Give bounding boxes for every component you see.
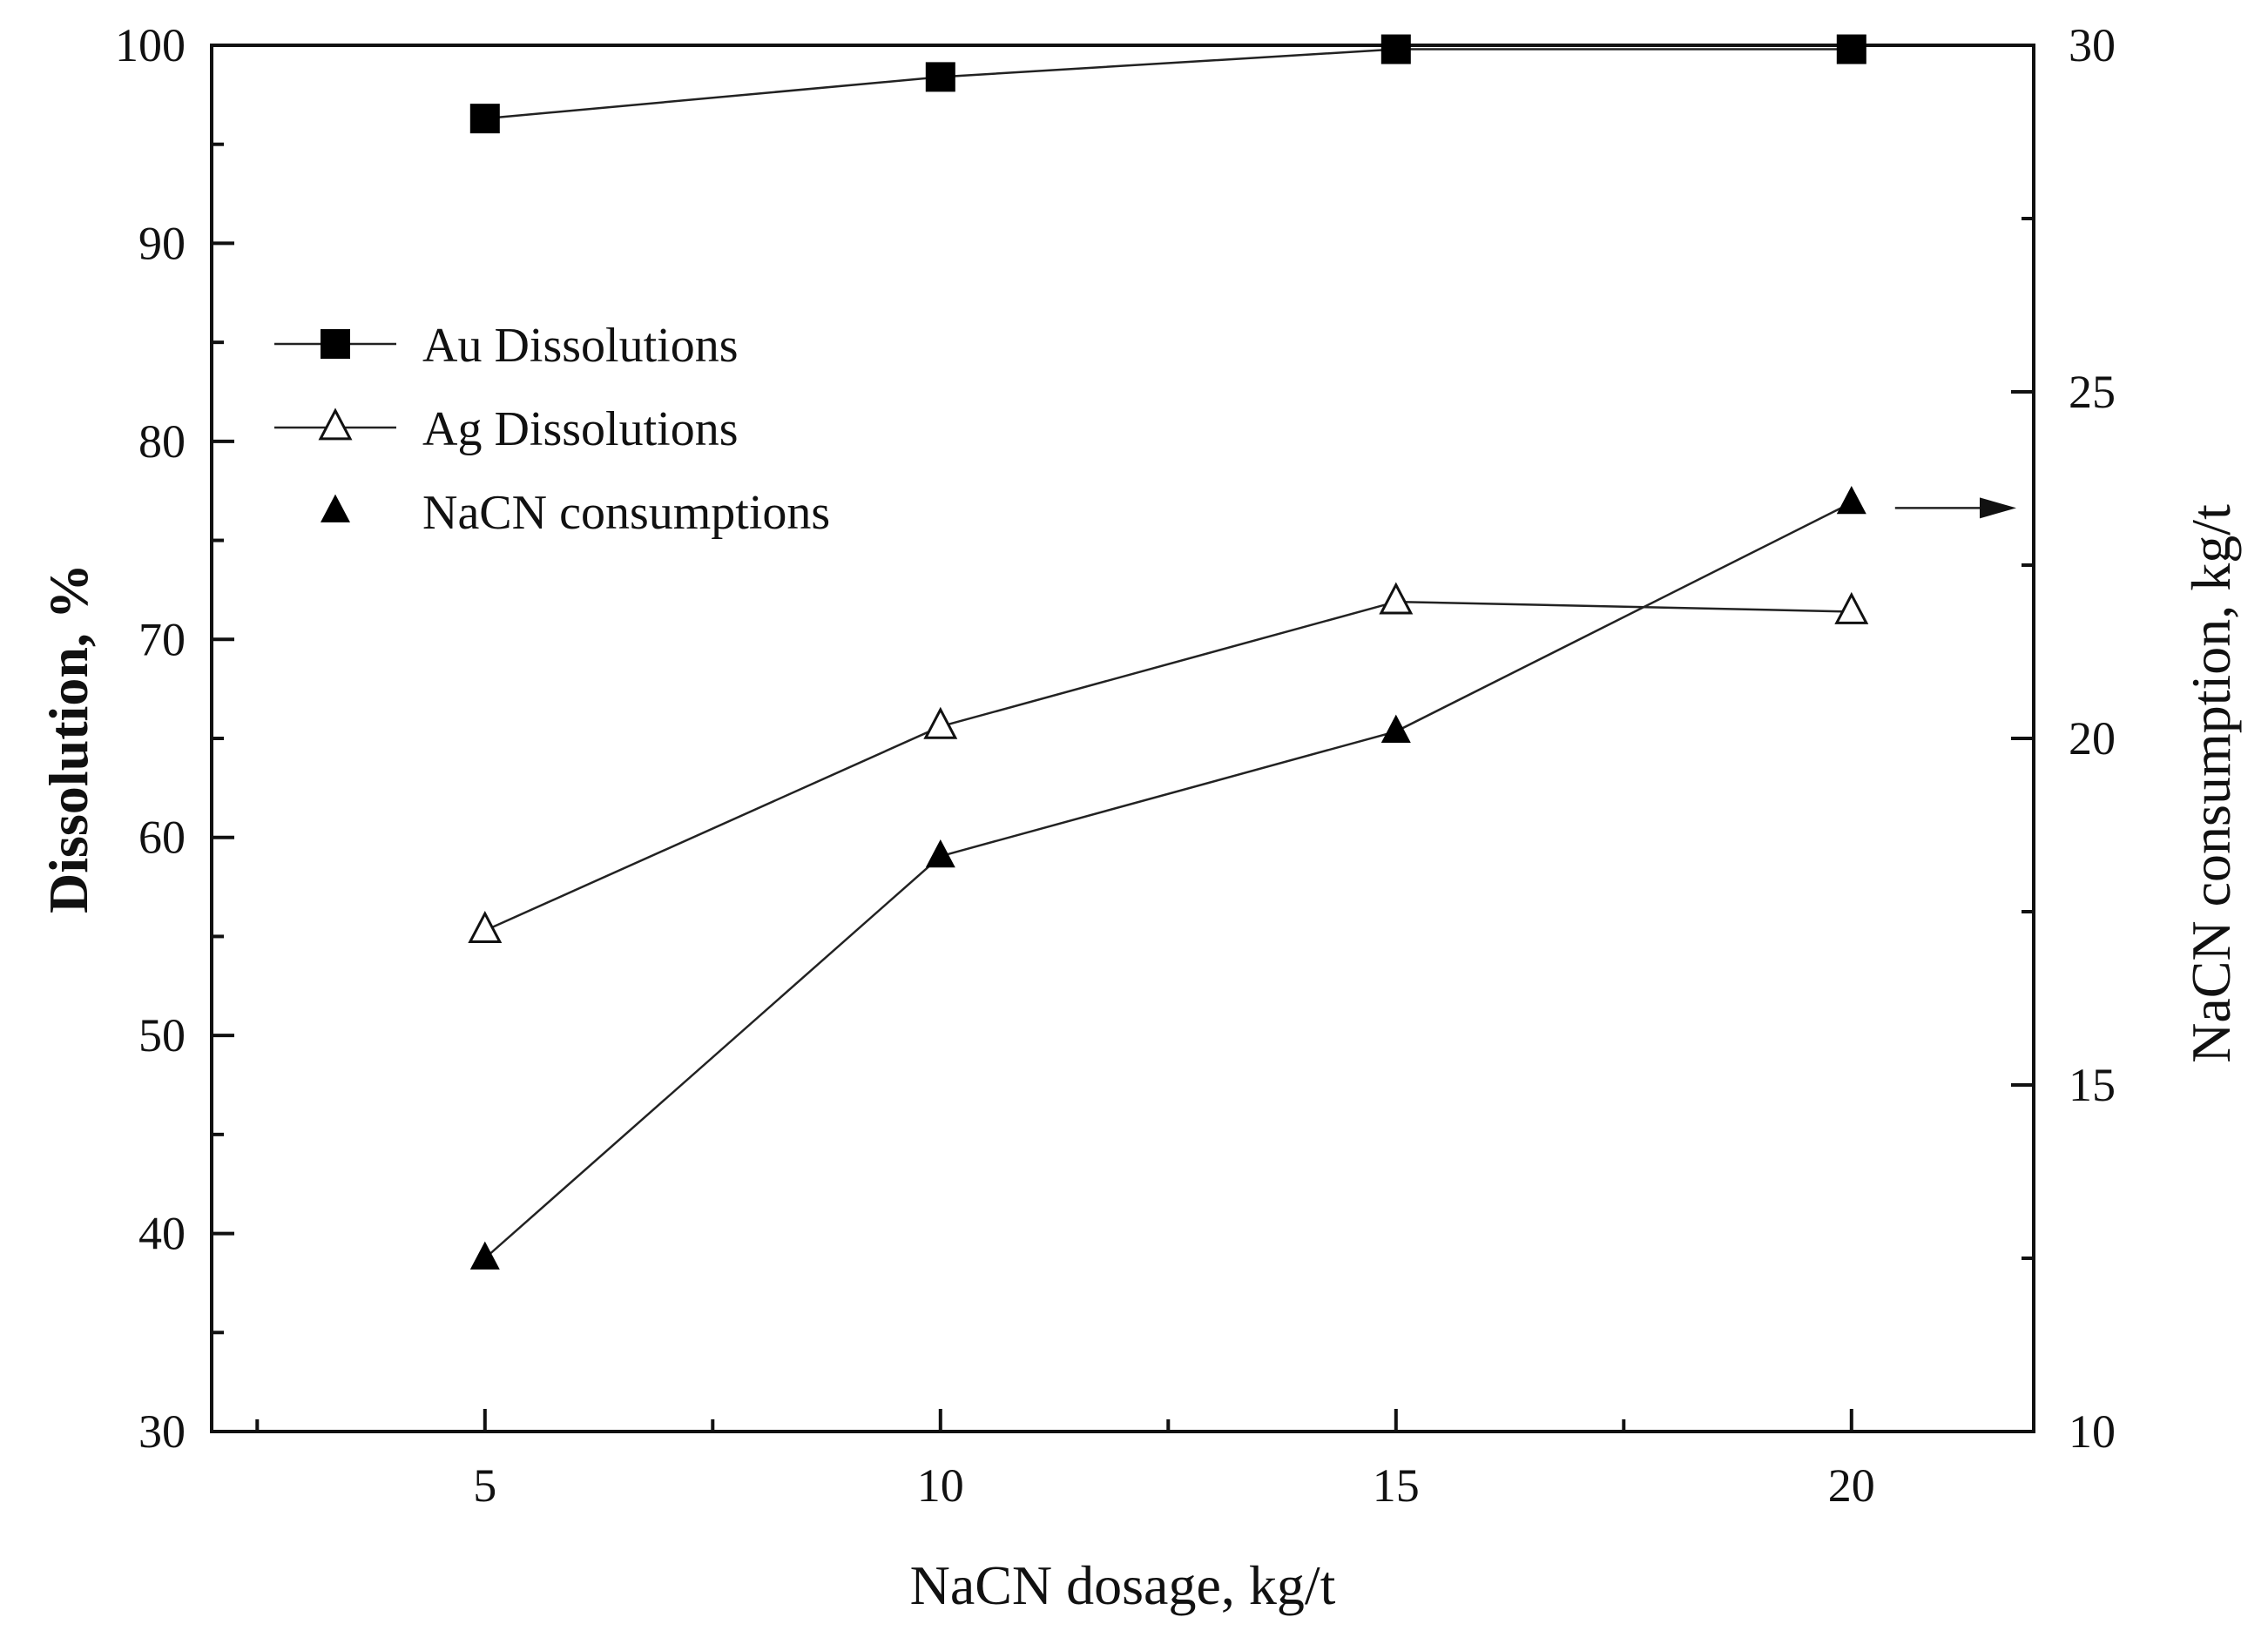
nacn-consumptionsline bbox=[483, 502, 1853, 1259]
x-axis-title: NaCN dosage, kg/t bbox=[910, 1554, 1336, 1616]
right-y-axis-title: NaCN consumption, kg/t bbox=[2180, 504, 2242, 1063]
y-tick-label: 40 bbox=[138, 1208, 186, 1260]
y-tick-label: 80 bbox=[138, 415, 186, 468]
legend: Au Dissolutions Ag Dissolutions NaCN consu… bbox=[274, 319, 830, 540]
ag-dissolutionspoint bbox=[923, 706, 958, 739]
ag-dissolutionspoint bbox=[468, 911, 503, 944]
ag-dissolutionspoint bbox=[1379, 582, 1414, 615]
legend-marker bbox=[321, 494, 350, 522]
nacn-consumptionspoint bbox=[925, 839, 955, 868]
au-dissolutionspoint bbox=[469, 104, 500, 134]
y-tick-label: 60 bbox=[138, 812, 186, 864]
x-axis-ticks: 5 10 15 20 bbox=[255, 1409, 1875, 1512]
legend-label: Au Dissolutions bbox=[422, 319, 739, 373]
y-tick-label: 50 bbox=[138, 1009, 186, 1061]
x-tick-label: 15 bbox=[1373, 1459, 1420, 1512]
au-dissolutionsline bbox=[484, 48, 1852, 120]
nacn-consumptionspoint bbox=[1836, 485, 1866, 515]
x-tick-label: 10 bbox=[917, 1459, 964, 1512]
plot-frame bbox=[210, 44, 2035, 1433]
au-dissolutionspoint bbox=[1836, 34, 1866, 64]
y2-tick-label: 20 bbox=[2069, 712, 2116, 765]
legend-marker bbox=[321, 329, 350, 359]
ag-dissolutionspoint bbox=[1834, 591, 1869, 624]
y2-tick-label: 30 bbox=[2069, 19, 2116, 71]
y-tick-label: 30 bbox=[138, 1405, 186, 1458]
au-dissolutionspoint bbox=[1380, 34, 1411, 64]
left-y-axis-title: Dissolution, % bbox=[37, 563, 99, 913]
au-dissolutionspoint bbox=[925, 62, 955, 92]
series-lines bbox=[483, 48, 1853, 1259]
y2-tick-label: 15 bbox=[2069, 1059, 2116, 1111]
y-tick-label: 90 bbox=[138, 217, 186, 269]
y-tick-label: 70 bbox=[138, 613, 186, 665]
legend-label: Ag Dissolutions bbox=[422, 402, 739, 456]
nacn-consumptionspoint bbox=[469, 1241, 500, 1270]
nacn-consumptionspoint bbox=[1380, 714, 1411, 743]
legend-label: NaCN consumptions bbox=[422, 486, 830, 540]
y2-tick-label: 10 bbox=[2069, 1405, 2116, 1458]
legend-marker bbox=[318, 408, 353, 441]
arrow-to-right-axis-head bbox=[1980, 497, 2016, 519]
x-tick-label: 5 bbox=[473, 1459, 496, 1512]
x-tick-label: 20 bbox=[1828, 1459, 1875, 1512]
right-y-axis-ticks: 10 15 20 25 30 bbox=[2011, 19, 2116, 1458]
y2-tick-label: 25 bbox=[2069, 366, 2116, 418]
left-y-axis-ticks: 30 40 50 60 70 80 90 100 bbox=[115, 19, 234, 1458]
ag-dissolutionsline bbox=[484, 600, 1852, 932]
series-markers bbox=[468, 34, 1869, 1270]
y-tick-label: 100 bbox=[115, 19, 186, 71]
annotations bbox=[1894, 497, 2016, 519]
